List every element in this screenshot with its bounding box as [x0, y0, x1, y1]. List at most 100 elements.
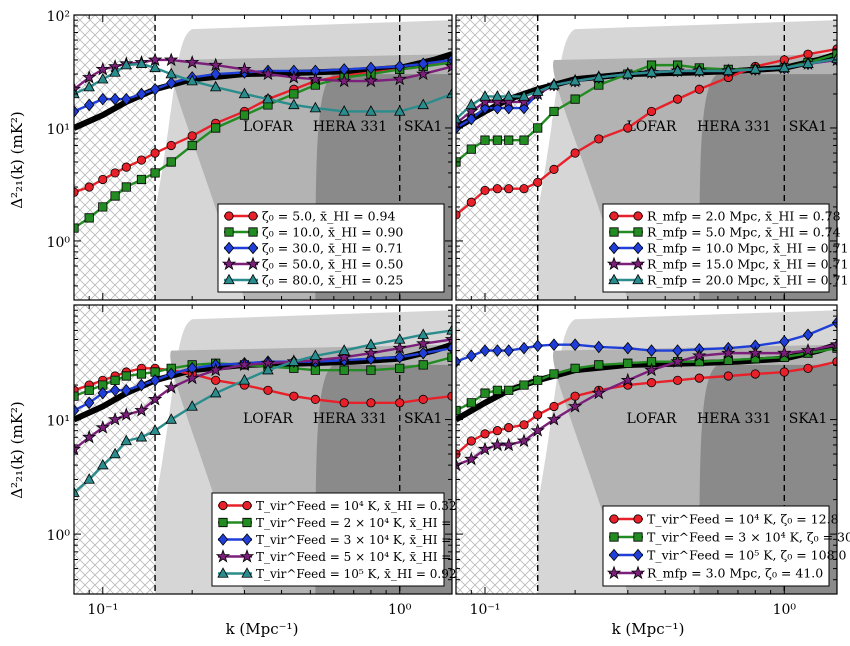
data-point	[646, 378, 657, 388]
legend-entry: R_mfp = 10.0 Mpc, x̄_HI = 0.71	[647, 241, 849, 256]
data-point	[501, 437, 516, 452]
legend-entry: R_mfp = 3.0 Mpc, ζ₀ = 41.0	[647, 566, 823, 581]
data-point	[491, 90, 504, 101]
instrument-label: SKA1	[404, 119, 443, 135]
data-point	[164, 52, 179, 67]
data-point	[530, 423, 545, 437]
data-point	[549, 106, 559, 117]
data-point	[465, 98, 478, 110]
legend-marker	[217, 533, 229, 546]
instrument-label: SKA1	[789, 119, 828, 135]
data-point	[147, 391, 163, 406]
y-tick-label: 10²	[47, 9, 70, 25]
data-point	[211, 123, 221, 133]
data-point	[567, 398, 583, 413]
data-point	[693, 64, 706, 76]
data-point	[84, 98, 95, 112]
data-point	[748, 345, 763, 360]
data-point	[480, 388, 490, 398]
data-point	[418, 360, 428, 370]
data-point	[136, 87, 147, 101]
hatched-region	[456, 15, 538, 300]
data-point	[74, 404, 80, 417]
legend-marker	[609, 211, 619, 221]
data-point	[365, 105, 377, 116]
legend-marker	[608, 548, 620, 562]
data-point	[394, 350, 405, 364]
axes-frame	[73, 14, 453, 301]
data-point	[466, 144, 476, 154]
instrument-label: HERA 331	[313, 119, 387, 135]
data-point	[262, 363, 274, 375]
data-point	[694, 84, 704, 94]
panel-bottom-right: LOFAR HERA 331 SKA1 T_vir^Feed = 10⁴ K, ζ₀ …	[455, 304, 850, 618]
data-point	[466, 436, 476, 446]
data-point	[417, 328, 429, 339]
data-point	[447, 352, 452, 362]
data-point	[778, 61, 791, 73]
data-point	[149, 374, 161, 387]
legend-marker	[630, 256, 646, 271]
instrument-label: LOFAR	[243, 411, 293, 427]
data-point	[109, 384, 121, 397]
data-point	[84, 182, 94, 192]
legend-marker	[248, 211, 258, 221]
data-point	[83, 473, 95, 484]
data-point	[444, 332, 452, 346]
data-point	[418, 394, 428, 404]
data-point	[187, 131, 197, 141]
data-point	[187, 140, 197, 151]
data-point	[570, 94, 580, 104]
data-point	[309, 349, 322, 361]
data-point	[692, 348, 707, 362]
data-point	[672, 375, 683, 385]
data-point	[109, 92, 121, 106]
data-point	[533, 123, 543, 133]
instrument-label: LOFAR	[243, 119, 293, 135]
x-tick-label: 10⁻¹	[470, 602, 501, 618]
data-point	[109, 66, 121, 77]
data-point	[308, 71, 323, 86]
legend-marker	[632, 241, 644, 255]
data-point	[289, 89, 299, 99]
data-point	[286, 69, 301, 84]
instrument-label: LOFAR	[627, 119, 677, 135]
data-point	[694, 373, 704, 383]
data-point	[136, 174, 147, 185]
data-point	[209, 386, 222, 398]
instrument-label: SKA1	[789, 411, 828, 427]
data-point	[97, 92, 108, 106]
legend-entry: T_vir^Feed = 5 × 10⁴ K, x̄_HI = 0.82	[256, 550, 482, 564]
legend-marker	[633, 532, 643, 542]
data-point	[750, 369, 760, 379]
series-purple	[456, 337, 837, 472]
data-point	[456, 405, 461, 416]
data-point	[74, 223, 79, 233]
data-point	[479, 344, 491, 357]
data-point	[549, 164, 559, 174]
data-point	[121, 371, 131, 381]
data-point	[339, 365, 349, 375]
data-point	[289, 391, 299, 401]
series-teal	[74, 57, 452, 116]
data-point	[98, 202, 108, 212]
data-point	[121, 162, 131, 172]
data-point	[98, 174, 108, 185]
data-point	[594, 360, 604, 370]
data-point	[392, 340, 407, 355]
legend-marker	[247, 273, 259, 285]
legend-marker	[242, 500, 252, 511]
legend-marker	[224, 227, 234, 237]
legend-marker	[608, 241, 620, 255]
legend-entry: ζ₀ = 80.0, x̄_HI = 0.25	[262, 273, 403, 288]
legend-marker	[609, 514, 619, 524]
data-point	[110, 191, 120, 201]
data-point	[777, 345, 792, 360]
legend-marker	[633, 514, 643, 524]
data-point	[365, 338, 377, 349]
panel-top-right: LOFAR HERA 331 SKA1 R_mfp = 2.0 Mpc, x̄_HI …	[455, 14, 849, 301]
data-point	[119, 407, 134, 421]
series-teal	[456, 52, 837, 124]
data-point	[97, 72, 109, 84]
